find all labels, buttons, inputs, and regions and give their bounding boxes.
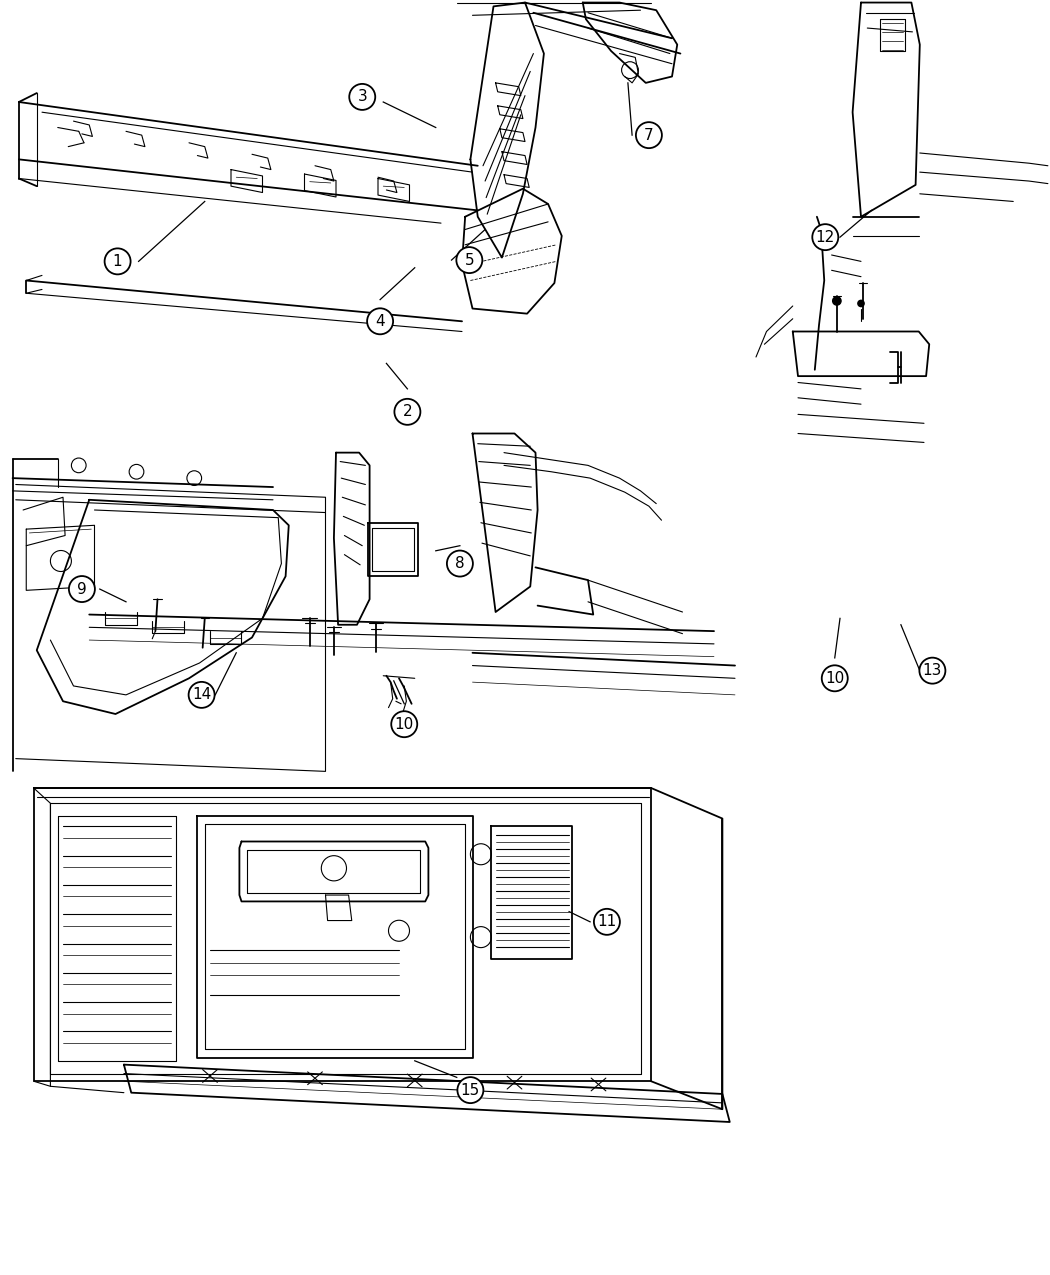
Text: 2: 2 (402, 404, 413, 419)
Circle shape (813, 224, 838, 250)
Circle shape (392, 711, 417, 737)
Text: 10: 10 (395, 717, 414, 732)
Circle shape (920, 658, 945, 683)
Circle shape (458, 1077, 483, 1103)
Circle shape (636, 122, 662, 148)
Text: 5: 5 (464, 252, 475, 268)
Circle shape (395, 399, 420, 425)
Text: 15: 15 (461, 1082, 480, 1098)
Circle shape (350, 84, 375, 110)
Text: 12: 12 (816, 230, 835, 245)
Text: 7: 7 (644, 128, 654, 143)
Text: 1: 1 (112, 254, 123, 269)
Text: 4: 4 (375, 314, 385, 329)
Text: 10: 10 (825, 671, 844, 686)
Circle shape (189, 682, 214, 708)
Circle shape (822, 666, 847, 691)
Circle shape (105, 249, 130, 274)
Circle shape (368, 309, 393, 334)
Text: 11: 11 (597, 914, 616, 929)
Circle shape (457, 247, 482, 273)
Circle shape (858, 301, 864, 306)
Text: 8: 8 (455, 556, 465, 571)
Text: 9: 9 (77, 581, 87, 597)
Circle shape (594, 909, 620, 935)
Text: 14: 14 (192, 687, 211, 703)
Circle shape (69, 576, 94, 602)
Circle shape (447, 551, 473, 576)
Text: 13: 13 (923, 663, 942, 678)
Circle shape (833, 297, 841, 305)
Text: 3: 3 (357, 89, 367, 105)
